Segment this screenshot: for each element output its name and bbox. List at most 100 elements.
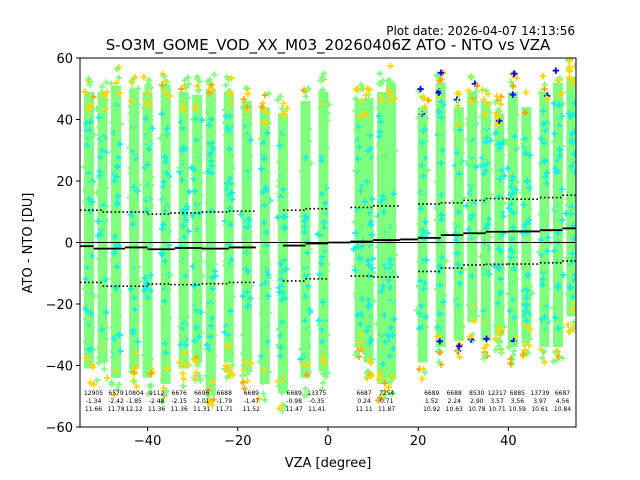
scatter-point <box>96 354 103 361</box>
scatter-point <box>256 358 263 365</box>
scatter-point <box>99 267 107 274</box>
scatter-point <box>281 224 289 231</box>
scatter-point <box>228 350 235 357</box>
scatter-point <box>303 371 310 379</box>
scatter-point <box>180 222 187 229</box>
scatter-point <box>131 378 138 385</box>
scatter-point <box>165 183 172 190</box>
scatter-point <box>181 159 189 166</box>
scatter-point <box>205 377 212 384</box>
scatter-point <box>303 341 311 349</box>
scatter-point <box>146 149 154 157</box>
scatter-point <box>111 257 119 264</box>
scatter-point <box>261 396 269 403</box>
scatter-point <box>242 359 249 366</box>
scatter-point <box>246 249 253 257</box>
scatter-point <box>190 165 197 172</box>
scatter-band <box>300 101 311 378</box>
scatter-point <box>99 313 106 320</box>
scatter-point <box>321 230 329 237</box>
scatter-point <box>301 392 308 399</box>
scatter-point <box>224 124 232 132</box>
scatter-point <box>162 89 169 97</box>
scatter-point <box>321 207 328 214</box>
scatter-point <box>245 112 252 119</box>
scatter-point <box>179 276 187 284</box>
scatter-column-7 <box>188 73 206 384</box>
scatter-point <box>131 202 139 210</box>
scatter-point <box>183 203 191 210</box>
scatter-point <box>323 267 330 275</box>
scatter-point <box>110 178 118 185</box>
scatter-point <box>208 81 215 88</box>
scatter-column-10 <box>237 84 255 392</box>
scatter-point <box>128 140 136 147</box>
scatter-point <box>185 188 193 196</box>
scatter-point <box>131 306 139 313</box>
scatter-point <box>160 130 168 137</box>
scatter-point <box>224 344 231 351</box>
scatter-point <box>319 246 326 253</box>
scatter-point <box>241 276 249 283</box>
scatter-point <box>193 192 201 200</box>
scatter-point <box>99 160 107 167</box>
scatter-point <box>86 126 93 134</box>
scatter-point <box>316 271 323 278</box>
scatter-point <box>354 234 362 242</box>
scatter-point <box>302 154 310 161</box>
scatter-point <box>117 120 124 128</box>
scatter-point <box>158 249 165 257</box>
scatter-point <box>302 93 310 100</box>
scatter-point <box>239 372 246 379</box>
scatter-point <box>210 153 217 160</box>
scatter-point <box>163 365 171 372</box>
scatter-point <box>161 298 168 305</box>
scatter-point <box>144 84 151 91</box>
scatter-point <box>246 352 253 360</box>
scatter-point <box>189 263 197 270</box>
scatter-point <box>300 332 308 339</box>
scatter-point <box>208 207 215 214</box>
scatter-point <box>176 359 183 366</box>
scatter-point <box>179 111 187 118</box>
scatter-point <box>260 367 267 374</box>
scatter-point <box>302 293 309 300</box>
scatter-point <box>192 132 200 139</box>
scatter-band <box>111 85 122 378</box>
scatter-point <box>179 354 187 361</box>
scatter-point <box>191 348 198 355</box>
scatter-point <box>260 348 268 356</box>
scatter-point <box>208 179 215 186</box>
scatter-point <box>192 313 200 321</box>
scatter-point <box>261 155 268 162</box>
scatter-point <box>95 255 102 262</box>
scatter-point <box>184 94 192 101</box>
scatter-point <box>228 152 235 159</box>
scatter-point <box>145 102 153 109</box>
scatter-point <box>278 318 285 326</box>
scatter-point <box>206 151 213 158</box>
scatter-point <box>208 94 216 101</box>
scatter-band <box>354 101 365 348</box>
scatter-point <box>277 260 284 268</box>
scatter-point <box>281 152 289 159</box>
scatter-point <box>301 261 308 269</box>
scatter-point <box>210 331 218 339</box>
scatter-point <box>161 318 169 326</box>
scatter-point <box>114 386 121 393</box>
scatter-point <box>222 82 230 89</box>
scatter-point <box>181 334 188 342</box>
scatter-point <box>279 407 286 414</box>
scatter-point <box>177 341 185 348</box>
scatter-point <box>263 304 270 312</box>
scatter-point <box>116 89 123 97</box>
scatter-point <box>319 354 326 361</box>
scatter-point <box>228 281 235 289</box>
scatter-point <box>97 223 105 231</box>
scatter-point <box>180 345 187 353</box>
scatter-point <box>98 195 105 203</box>
scatter-point <box>318 179 326 186</box>
scatter-point <box>85 155 92 163</box>
scatter-point <box>183 268 190 275</box>
scatter-point <box>113 130 120 137</box>
